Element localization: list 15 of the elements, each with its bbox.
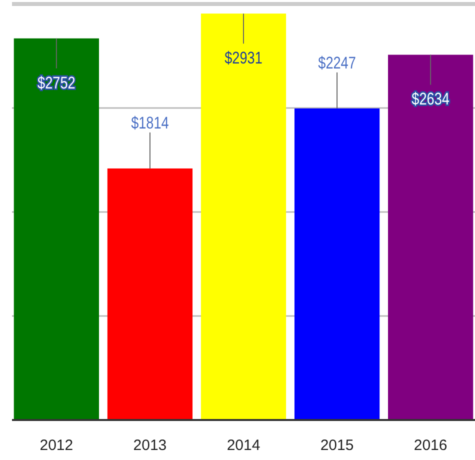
x-tick-label: 2015 <box>320 437 354 454</box>
data-label: $2931 <box>224 49 262 68</box>
x-tick-label: 2014 <box>226 437 260 454</box>
x-tick-label: 2012 <box>40 437 74 454</box>
bar <box>107 168 193 420</box>
data-label: $2634 <box>412 90 450 110</box>
data-label: $2247 <box>318 54 356 73</box>
bar <box>200 14 286 420</box>
data-label: $1814 <box>131 114 170 133</box>
bar <box>294 108 380 420</box>
bar <box>14 38 99 420</box>
x-tick-label: 2013 <box>133 437 167 454</box>
data-label: $2752 <box>38 74 76 93</box>
x-tick-label: 2016 <box>414 437 448 454</box>
bar <box>388 54 474 420</box>
